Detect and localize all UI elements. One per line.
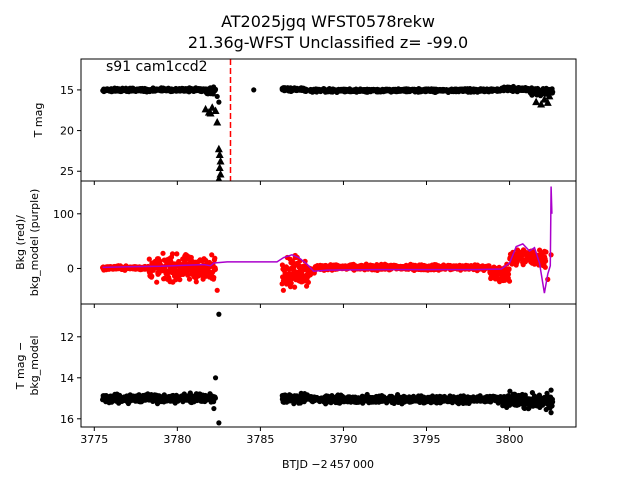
panel-0-series-1-triangle-marker [532, 97, 541, 106]
panel-0-ytick-label: 15 [60, 84, 74, 97]
panel-1-series-0-point [186, 276, 193, 282]
panel-0-series-1-triangle-marker [215, 150, 224, 158]
panel-0-series-1-triangle-marker [201, 104, 210, 113]
panel-1-series-0-point [185, 272, 191, 278]
panel-2-series-0-point [548, 387, 554, 393]
panel-1-series-0-point [506, 266, 512, 272]
panel-0-series-1-triangle-marker [206, 108, 215, 117]
panel-1-series-0-point [212, 266, 218, 272]
panel-1-series-0-point [160, 250, 166, 256]
panel-annotation: s91 cam1ccd2 [106, 59, 208, 75]
panel-0-series-1-triangle-marker [214, 144, 223, 153]
panel-0-series-1-triangle-marker [216, 156, 225, 165]
panel-1-ylabel-line: bkg_model (purple) [28, 189, 41, 296]
panel-1-series-0-point [149, 273, 155, 279]
panel-1-series-0-point [214, 287, 220, 293]
panel-1-ylabel: Bkg (red)/bkg_model (purple) [14, 189, 41, 296]
panel-0-series-1-triangle-marker [537, 100, 546, 108]
chart-title-line2: 21.36g-WFST Unclassified z= -99.0 [188, 33, 468, 52]
panel-2-ylabel-line: bkg_model [28, 335, 41, 395]
panel-0-series-1-triangle-marker [543, 98, 552, 106]
panel-2-ytick-label: 12 [60, 331, 74, 344]
panel-2-marks [100, 311, 556, 426]
panel-1-series-0-point [305, 279, 311, 285]
panel-2-frame [80, 303, 577, 428]
panel-1-series-0-point [542, 264, 548, 270]
panel-1-series-0-point [280, 287, 286, 293]
panel-1-series-0-point [193, 279, 199, 285]
xtick-label: 3775 [80, 433, 108, 446]
panel-1-series-0-point [506, 278, 513, 284]
panel-2-series-0-point [507, 388, 513, 394]
xtick-label: 3780 [163, 433, 191, 446]
panel-2-series-0-point [216, 311, 222, 317]
panel-0-ytick-label: 20 [60, 125, 74, 138]
panel-0-series-0-point [216, 99, 222, 105]
panel-0-series-0-point [212, 86, 219, 92]
panel-1-series-0-point [288, 280, 294, 286]
panel-1-ylabel-line: Bkg (red)/ [14, 215, 27, 270]
panel-0-series-1-triangle-marker [208, 103, 217, 111]
panel-1-series-0-point [146, 256, 152, 262]
panel-0-series-1-triangle-marker [545, 91, 554, 100]
panel-2-series-0-point [550, 399, 556, 405]
panel-0-series-1-triangle-marker [547, 87, 556, 95]
panel-1-series-0-point [188, 254, 194, 261]
panel-0-series-0-point [214, 93, 220, 100]
panel-2-ytick-label: 14 [60, 372, 74, 385]
panel-1-series-0-point [505, 271, 512, 277]
panel-2-series-0-point [212, 395, 218, 401]
panel-2-series-0-point [522, 405, 528, 411]
panel-0-series-1-triangle-marker [215, 174, 223, 181]
panel-0-marks [100, 59, 556, 181]
panel-1-series-0-point [292, 284, 298, 290]
panel-2-ylabel-line: T mag − [14, 342, 27, 390]
panel-1-marks [100, 186, 554, 294]
panel-1-series-0-point [211, 274, 217, 281]
panel-1-ytick-label: 100 [53, 208, 74, 221]
panel-1-series-1-line [102, 186, 553, 294]
panel-0-series-1-triangle-marker [211, 106, 220, 115]
panel-0-series-1-triangle-marker [215, 163, 224, 171]
panel-0-series-1-triangle-marker [540, 95, 549, 103]
panel-2-series-0-point [212, 375, 219, 381]
panel-2-series-0-point [522, 392, 528, 398]
panel-1-series-0-point [289, 258, 295, 264]
panel-2-series-0-point [216, 420, 222, 426]
xtick-label: 3785 [246, 433, 274, 446]
panel-1-ytick-label: 0 [67, 262, 74, 275]
panel-1-series-0-point [212, 255, 218, 261]
panel-0-ylabel: T mag [32, 103, 45, 139]
panel-0-series-0-point [251, 87, 257, 93]
panel-1-frame [80, 180, 577, 305]
panel-0-frame [80, 58, 577, 182]
xtick-label: 3795 [413, 433, 441, 446]
panel-1-series-0-point [302, 258, 308, 264]
panel-0-series-1-triangle-marker [213, 117, 222, 126]
panel-0-series-1-triangle-marker [216, 169, 225, 178]
panel-2-series-0-point [549, 403, 555, 409]
chart-title-line1: AT2025jgq WFST0578rekw [221, 12, 435, 31]
panel-2-ytick-label: 16 [60, 413, 74, 426]
panel-1-series-0-point [279, 262, 285, 268]
panel-0-ylabel-line: T mag [32, 103, 45, 139]
panel-1-series-0-point [177, 277, 183, 283]
panel-1-series-0-point [169, 251, 176, 257]
xtick-label: 3790 [329, 433, 357, 446]
panel-1-series-0-point [543, 249, 549, 255]
panel-1-series-0-point [154, 279, 160, 285]
panel-2-series-0-point [211, 405, 217, 412]
panel-1-series-0-point [543, 258, 549, 264]
xtick-label: 3800 [496, 433, 524, 446]
panel-2-series-0-point [548, 410, 554, 416]
panel-2-ylabel: T mag −bkg_model [14, 335, 41, 395]
panel-1-series-0-point [174, 251, 180, 257]
panel-0-ytick-label: 25 [60, 165, 74, 178]
x-axis-label: BTJD −2 457 000 [282, 458, 374, 471]
panel-1-series-0-point [209, 252, 215, 258]
